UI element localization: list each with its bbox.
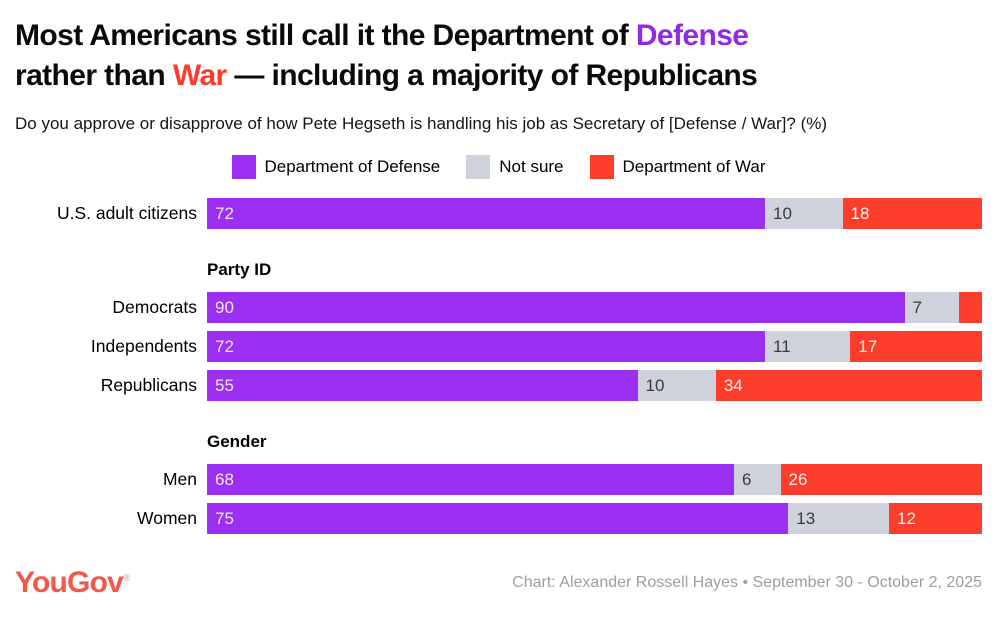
- legend-item-1: Department of Defense: [231, 155, 441, 179]
- row-label: Independents: [90, 336, 197, 356]
- group-header: Gender: [207, 432, 267, 451]
- legend-item-3: Department of War: [589, 155, 766, 179]
- bar-segment-defense: 75: [207, 503, 789, 534]
- bar-segment-not-sure: 11: [765, 331, 851, 362]
- stacked-bar: 90 7: [207, 292, 982, 323]
- row-label: Women: [137, 508, 197, 528]
- legend-label: Department of Defense: [264, 157, 441, 176]
- bar-value-label: 18: [850, 204, 870, 223]
- bar-segment-defense: 90: [207, 292, 905, 323]
- row-label: Democrats: [112, 297, 197, 317]
- bar-segment-war: 34: [715, 370, 982, 401]
- bar-row: Independents 72 11 17: [15, 331, 982, 362]
- bar-value-label: 90: [215, 298, 234, 317]
- yougov-logo-text: YouGov: [15, 566, 124, 599]
- bar-segment-defense: 55: [207, 370, 638, 401]
- title-line2-suffix: — including a majority of Republicans: [226, 59, 758, 92]
- bar-value-label: 55: [215, 376, 234, 395]
- stacked-bar: 55 10 34: [207, 370, 982, 401]
- legend-swatch-icon: [466, 155, 491, 179]
- bar-value-label: 10: [645, 376, 665, 395]
- bar-segment-not-sure: 6: [734, 464, 781, 495]
- bar-value-label: 17: [858, 337, 878, 356]
- bar-value-label: 72: [215, 204, 234, 223]
- stacked-bar: 72 11 17: [207, 331, 982, 362]
- bar-segment-not-sure: 10: [637, 370, 716, 401]
- title-line2-prefix: rather than: [15, 59, 173, 92]
- stacked-bar: 75 13 12: [207, 503, 982, 534]
- bar-value-label: 75: [215, 509, 234, 528]
- legend-label: Department of War: [622, 157, 766, 176]
- title-line1-prefix: Most Americans still call it the Departm…: [15, 19, 636, 52]
- row-label: Men: [162, 469, 197, 489]
- bar-segment-war: 12: [889, 503, 982, 534]
- title-highlight-war: War: [172, 59, 227, 92]
- row-label: U.S. adult citizens: [56, 203, 197, 223]
- bar-row: Women 75 13 12: [15, 503, 982, 534]
- bar-row: Men 68 6 26: [15, 464, 982, 495]
- chart-header: Most Americans still call it the Departm…: [15, 16, 982, 134]
- bar-value-label: 68: [215, 470, 234, 489]
- bar-row: Democrats 90 7: [15, 292, 982, 323]
- bar-value-label: 13: [796, 509, 816, 528]
- bar-value-label: 11: [773, 337, 791, 356]
- page-title: Most Americans still call it the Departm…: [15, 16, 982, 96]
- bar-segment-defense: 68: [207, 464, 734, 495]
- yougov-logo: YouGov®: [15, 566, 130, 600]
- bar-segment-war: 17: [850, 331, 982, 362]
- bar-value-label: 72: [215, 337, 234, 356]
- legend-item-2: Not sure: [466, 155, 564, 179]
- survey-question-subtitle: Do you approve or disapprove of how Pete…: [15, 114, 828, 133]
- title-highlight-defense: Defense: [635, 19, 749, 52]
- bar-value-label: 26: [788, 470, 808, 489]
- legend-swatch-icon: [589, 155, 614, 179]
- bar-segment-not-sure: 10: [765, 198, 843, 229]
- bar-segment-defense: 72: [207, 198, 765, 229]
- footer: YouGov® Chart: Alexander Rossell Hayes •…: [15, 566, 982, 600]
- bar-row: Republicans 55 10 34: [15, 370, 982, 401]
- registered-trademark-icon: ®: [122, 573, 130, 584]
- bar-segment-war: [958, 292, 982, 323]
- bar-value-label: 12: [897, 509, 916, 528]
- row-label: Republicans: [100, 375, 197, 395]
- stacked-bar: 68 6 26: [207, 464, 982, 495]
- bar-segment-not-sure: 7: [904, 292, 959, 323]
- bar-value-label: 34: [723, 376, 743, 395]
- bar-value-label: 6: [742, 470, 752, 489]
- bar-value-label: 10: [773, 204, 792, 223]
- group-header: Party ID: [207, 260, 272, 279]
- legend-swatch-icon: [231, 155, 256, 179]
- legend: Department of Defense Not sure Department …: [15, 155, 982, 179]
- bar-segment-war: 18: [842, 198, 982, 229]
- stacked-bar-chart: U.S. adult citizens 72 10 18 Party ID Democra…: [15, 198, 982, 534]
- chart-credit: Chart: Alexander Rossell Hayes • Septemb…: [512, 574, 982, 591]
- stacked-bar: 72 10 18: [207, 198, 982, 229]
- legend-label: Not sure: [499, 157, 564, 176]
- bar-segment-defense: 72: [207, 331, 765, 362]
- bar-value-label: 7: [912, 298, 922, 317]
- bar-row: U.S. adult citizens 72 10 18: [15, 198, 982, 229]
- bar-segment-not-sure: 13: [788, 503, 889, 534]
- bar-segment-war: 26: [780, 464, 982, 495]
